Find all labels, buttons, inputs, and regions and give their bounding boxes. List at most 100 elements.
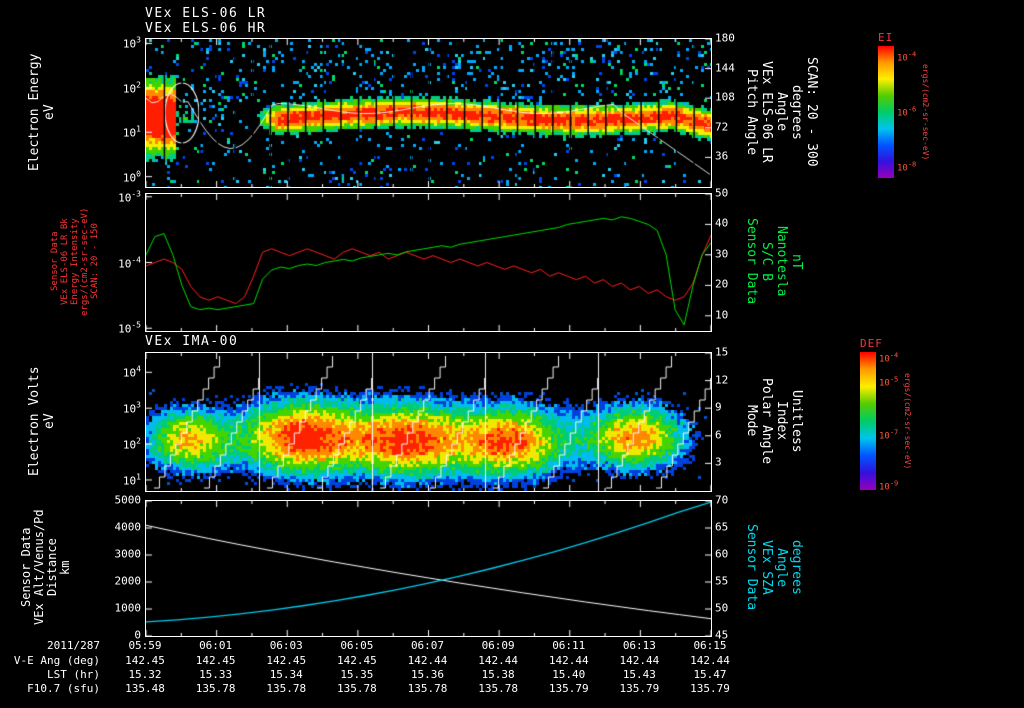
axis-title-line: VEx SZA [759, 540, 774, 595]
colorbar-title: DEF [860, 337, 883, 350]
table-cell-value: 135.78 [478, 682, 518, 695]
y-axis-tick-label: 1000 [114, 601, 142, 615]
y2-axis-tick-label: 180 [715, 31, 735, 45]
axis-title-line: Polar Angle [759, 377, 774, 465]
time-tick-label: 06:07 [410, 639, 445, 652]
y2-axis-tick-label: 65 [715, 520, 729, 534]
colorbar-tick-label: 10-5 [879, 375, 899, 389]
y2-axis-tick-label: 108 [715, 90, 735, 104]
axis-title-line: Sensor Data [50, 231, 60, 292]
table-cell-value: 142.45 [337, 654, 377, 667]
panel3-title-ima: VEx IMA-00 [145, 334, 239, 349]
table-cell-value: 15.36 [410, 668, 445, 681]
y-axis-tick-label: 4000 [114, 520, 142, 534]
axis-title-line: Pitch Angle [744, 68, 759, 156]
table-cell-value: 135.78 [407, 682, 448, 695]
table-cell-value: 135.78 [337, 682, 377, 695]
axis-title-line: Mode [744, 405, 759, 437]
y-axis-tick-label: 104 [122, 364, 141, 380]
panel1-title-hr: VEx ELS-06 HR [145, 21, 267, 36]
y-axis-tick-label: 103 [122, 36, 141, 51]
table-cell-value: 15.34 [269, 668, 303, 681]
altitude-sza-lineplot-canvas [146, 501, 711, 636]
y2-axis-tick-label: 15 [715, 345, 729, 359]
table-cell-value: 15.40 [552, 668, 586, 681]
time-tick-label: 05:59 [128, 639, 162, 652]
axis-title-line: Sensor Data [744, 524, 759, 611]
axis-title-line: Unitless [789, 389, 804, 453]
ima-spectrogram-canvas [146, 353, 711, 491]
y2-axis-tick-label: 30 [715, 247, 729, 261]
axis-title-line: degrees [789, 540, 804, 595]
panel4-y-axis-title: Sensor Data VEx Alt/Venus/Pd Distance km [19, 500, 72, 635]
y2-axis-tick-label: 50 [715, 186, 729, 200]
axis-title-line: VEx ELS-06 LR [759, 61, 774, 163]
table-cell-value: 15.38 [481, 668, 515, 681]
colorbar-title: EI [878, 31, 894, 44]
y2-axis-tick-label: 40 [715, 216, 729, 230]
panel2-y2-axis-title: Sensor Data S/C B Nanotesla nT [744, 193, 804, 330]
y2-axis-tick-label: 3 [715, 455, 722, 469]
y-axis-tick-label: 10-3 [118, 189, 141, 205]
colorbar-tick-label: 10-9 [879, 479, 899, 493]
y2-axis-tick-label: 72 [715, 120, 729, 134]
y2-axis-tick-label: 45 [715, 628, 729, 642]
time-tick-label: 06:03 [269, 639, 303, 652]
time-tick-label: 06:09 [481, 639, 515, 652]
y-axis-tick-label: 0 [134, 628, 141, 642]
els-spectrogram-panel [145, 38, 712, 188]
y2-axis-tick-label: 36 [715, 149, 729, 163]
axis-title-line: Sensor Data [744, 218, 759, 305]
y-axis-tick-label: 103 [122, 400, 141, 416]
y-axis-tick-label: 102 [122, 80, 141, 96]
time-tick-label: 06:13 [622, 639, 656, 652]
colorbar-tick-label: 10-4 [897, 50, 917, 64]
colorbar-tick-label: 10-4 [879, 351, 899, 365]
axis-title-line: VEx ELS-06 LR Bk [60, 218, 70, 305]
table-cell-value: 15.33 [199, 668, 233, 681]
time-tick-label: 06:05 [340, 639, 374, 652]
table-cell-value: 135.79 [619, 682, 660, 695]
panel2-y-axis-title: Sensor Data VEx ELS-06 LR Bk Energy Inte… [50, 193, 100, 330]
table-cell-value: 15.43 [622, 668, 656, 681]
colorbar-units: ergs/(cm2-sr-sec-eV) [921, 63, 930, 161]
axis-title-line: Index [774, 401, 789, 441]
colorbar [860, 352, 876, 490]
time-tick-label: 06:01 [199, 639, 233, 652]
table-row-label: F10.7 (sfu) [27, 682, 100, 695]
axis-title-line: Electron Energy [27, 53, 42, 171]
axis-title-line: nT [789, 253, 804, 270]
y-axis-tick-label: 101 [122, 124, 141, 140]
axis-title-line: degrees [789, 84, 804, 140]
colorbar-units: ergs/(cm2-sr-sec-eV) [903, 372, 912, 470]
y2-axis-tick-label: 50 [715, 601, 729, 615]
y2-axis-tick-label: 70 [715, 493, 729, 507]
axis-title-line: eV [42, 413, 57, 429]
table-cell-value: 15.32 [128, 668, 162, 681]
panel1-y-axis-title: Electron Energy eV [27, 38, 57, 186]
table-cell-value: 135.48 [125, 682, 165, 695]
table-cell-value: 15.35 [340, 668, 374, 681]
panel4-y2-axis-title: Sensor Data VEx SZA Angle degrees [744, 500, 804, 635]
axis-title-line: eV [42, 104, 57, 120]
y2-axis-tick-label: 20 [715, 277, 729, 291]
axis-title-line: Energy Intensity [70, 218, 80, 305]
table-cell-value: 142.44 [548, 654, 589, 667]
table-cell-value: 142.44 [619, 654, 660, 667]
axis-title-line: S/C B [759, 241, 774, 282]
table-cell-value: 142.44 [478, 654, 518, 667]
table-cell-value: 142.44 [690, 654, 730, 667]
y-axis-tick-label: 102 [122, 436, 141, 452]
axis-title-line: Nanotesla [774, 226, 789, 297]
table-cell-value: 142.45 [266, 654, 307, 667]
altitude-sza-lineplot-panel [145, 500, 712, 637]
y2-axis-tick-label: 55 [715, 574, 729, 588]
panel1-y2-axis-title: Pitch Angle VEx ELS-06 LR Angle degrees … [744, 38, 819, 186]
axis-title-line: Angle [774, 92, 789, 132]
y2-axis-tick-label: 9 [715, 400, 722, 414]
y-axis-tick-label: 10-5 [118, 320, 141, 336]
table-cell-value: 15.47 [693, 668, 727, 681]
sensor-lineplot-panel [145, 193, 712, 332]
colorbar-tick-label: 10-8 [897, 160, 917, 174]
